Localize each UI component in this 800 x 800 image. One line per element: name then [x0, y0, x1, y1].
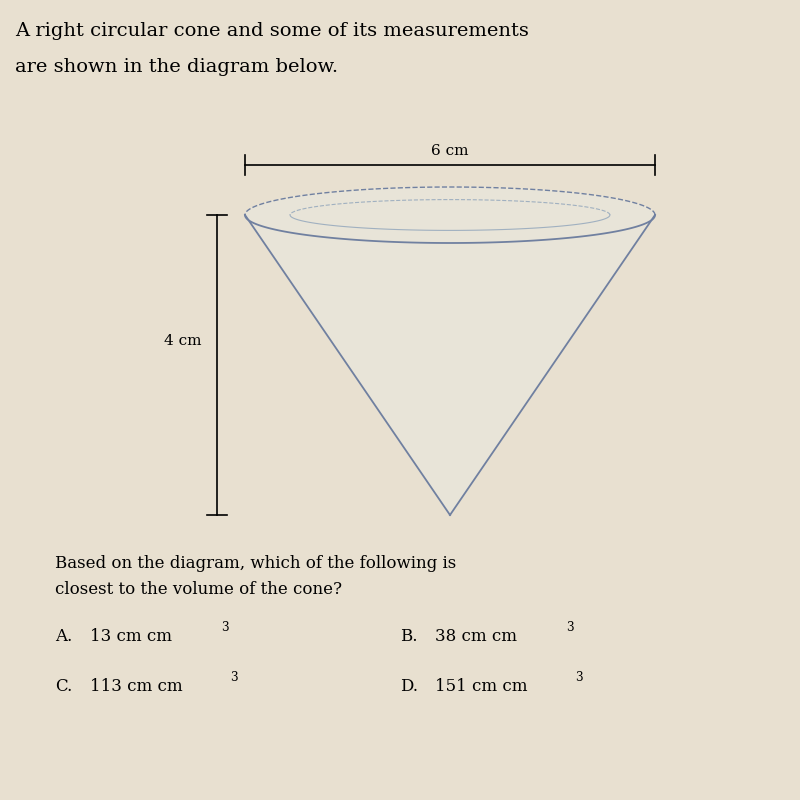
Text: Based on the diagram, which of the following is
closest to the volume of the con: Based on the diagram, which of the follo…	[55, 555, 456, 598]
Text: C.: C.	[55, 678, 72, 695]
Polygon shape	[245, 187, 655, 515]
Text: 3: 3	[221, 621, 229, 634]
Text: 6 cm: 6 cm	[431, 144, 469, 158]
Text: A.: A.	[55, 628, 72, 645]
Text: D.: D.	[400, 678, 418, 695]
Text: B.: B.	[400, 628, 418, 645]
Text: 113 cm cm: 113 cm cm	[90, 678, 182, 695]
Text: 3: 3	[230, 671, 238, 684]
Text: 13 cm cm: 13 cm cm	[90, 628, 172, 645]
Text: are shown in the diagram below.: are shown in the diagram below.	[15, 58, 338, 76]
Text: 38 cm cm: 38 cm cm	[435, 628, 517, 645]
Text: 4 cm: 4 cm	[165, 334, 202, 348]
Text: A right circular cone and some of its measurements: A right circular cone and some of its me…	[15, 22, 529, 40]
Text: 151 cm cm: 151 cm cm	[435, 678, 527, 695]
Text: 3: 3	[566, 621, 574, 634]
Text: 3: 3	[575, 671, 583, 684]
